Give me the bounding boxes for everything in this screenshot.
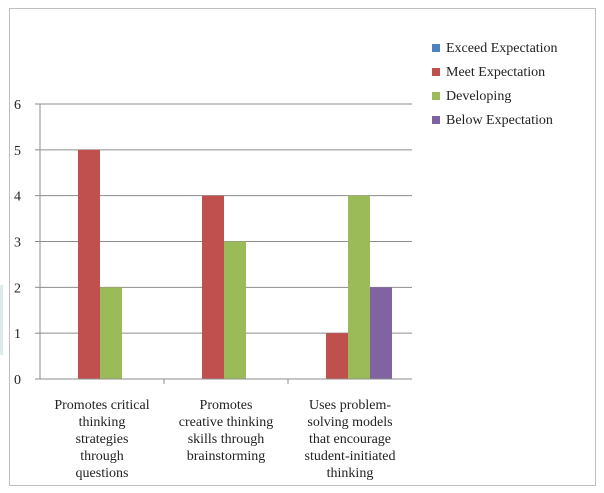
category-label: through <box>80 449 124 464</box>
category-label: creative thinking <box>179 415 273 430</box>
y-tick-label: 4 <box>14 190 21 205</box>
y-tick-label: 5 <box>14 144 21 159</box>
bar <box>348 195 370 379</box>
category-label: thinking <box>79 415 126 430</box>
bar <box>326 333 348 379</box>
category-label: strategies <box>76 432 129 447</box>
legend-swatch <box>432 68 440 76</box>
category-labels: Promotes critical thinking strategies throu… <box>54 398 395 481</box>
legend-swatch <box>432 116 440 124</box>
bar <box>202 195 224 379</box>
left-edge-accent <box>0 285 3 355</box>
legend-label: Meet Expectation <box>446 65 545 80</box>
y-tick-labels: 0 1 2 3 4 5 6 <box>14 98 21 388</box>
chart-frame <box>9 8 596 486</box>
y-tick-label: 2 <box>14 281 21 296</box>
legend: Exceed Expectation Meet Expectation Develo… <box>432 41 558 128</box>
bar <box>370 287 392 379</box>
category-label: skills through <box>188 432 265 447</box>
category-label: Uses problem- <box>309 398 391 413</box>
category-label: Promotes critical <box>54 398 149 413</box>
bars <box>78 149 392 379</box>
category-label: questions <box>76 466 129 481</box>
legend-label: Below Expectation <box>446 113 553 128</box>
axes <box>35 103 412 384</box>
bar <box>78 149 100 379</box>
legend-swatch <box>432 92 440 100</box>
legend-label: Exceed Expectation <box>446 41 558 56</box>
category-label: Promotes <box>200 398 253 413</box>
category-label: brainstorming <box>187 449 266 464</box>
y-tick-label: 6 <box>14 98 21 113</box>
y-tick-label: 1 <box>14 327 21 342</box>
legend-swatch <box>432 44 440 52</box>
category-label: solving models <box>307 415 392 430</box>
category-label: thinking <box>327 466 374 481</box>
y-tick-label: 3 <box>14 236 21 251</box>
category-label: that encourage <box>309 432 391 447</box>
legend-label: Developing <box>446 89 511 104</box>
bar <box>224 241 246 379</box>
bar <box>100 287 122 379</box>
y-tick-label: 0 <box>14 373 21 388</box>
category-label: student-initiated <box>305 449 396 464</box>
